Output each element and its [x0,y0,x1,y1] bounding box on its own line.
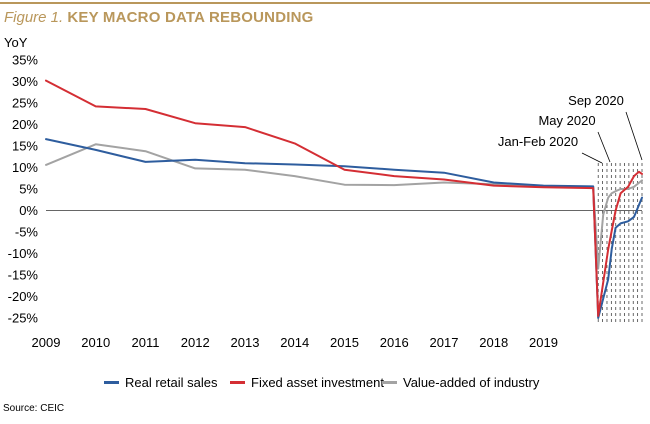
legend-swatch-investment [230,380,245,384]
y-tick-label: 10% [12,160,38,175]
x-tick-label: 2015 [330,335,359,350]
legend-item-industry: Value-added of industry [382,372,539,392]
x-tick-label: 2012 [181,335,210,350]
annotations: Sep 2020 May 2020 Jan-Feb 2020 [498,93,643,164]
figure-label: Figure 1. [4,9,64,26]
x-tick-label: 2016 [380,335,409,350]
x-tick-label: 2019 [529,335,558,350]
legend-item-investment: Fixed asset investment [230,372,384,392]
legend: Real retail sales Fixed asset investment… [0,372,650,392]
x-tick-label: 2009 [32,335,61,350]
y-tick-label: 25% [12,96,38,111]
y-tick-label: -25% [8,311,39,326]
legend-label-retail: Real retail sales [125,374,218,390]
y-tick-label: -15% [8,268,39,283]
title-rule [0,2,650,4]
y-tick-label: 20% [12,117,38,132]
annotation-leader-line [597,131,611,163]
y-tick-label: -5% [15,225,39,240]
legend-label-investment: Fixed asset investment [251,374,384,390]
series-line-retail-sales [45,138,643,319]
x-tick-label: 2017 [430,335,459,350]
y-axis-unit-label: YoY [4,35,28,50]
y-tick-label: 35% [12,53,38,68]
legend-swatch-retail [104,380,119,384]
y-axis-ticks: 35% 30% 25% 20% 15% 10% 5% 0% -5% -10% -15% -20% -25… [8,53,39,326]
legend-swatch-industry [382,380,397,384]
annotation-label: Sep 2020 [568,93,624,108]
series-line-value-added-industry [45,143,643,270]
x-tick-label: 2010 [81,335,110,350]
y-tick-label: -20% [8,289,39,304]
figure-title-text: KEY MACRO DATA REBOUNDING [67,9,314,26]
legend-label-industry: Value-added of industry [403,374,540,390]
x-tick-label: 2013 [231,335,260,350]
y-tick-label: 30% [12,74,38,89]
y-tick-label: 0% [19,203,38,218]
source-note: Source: CEIC [3,403,65,414]
x-tick-label: 2011 [132,335,160,350]
x-tick-label: 2018 [479,335,508,350]
series-lines [45,79,643,319]
series-line-fixed-asset-investment [45,79,643,317]
x-tick-label: 2014 [280,335,309,350]
y-tick-label: 15% [12,139,38,154]
x-axis-ticks: 2009 2010 2011 2012 2013 2014 2015 2016 2017 2018… [32,335,558,350]
annotation-leader-line [581,152,603,164]
y-tick-label: 5% [19,182,38,197]
y-tick-label: -10% [8,246,39,261]
monthly-marker-lines [597,163,643,324]
legend-item-retail: Real retail sales [104,372,218,392]
annotation-leader-line [625,111,643,161]
figure-title: Figure 1. KEY MACRO DATA REBOUNDING [4,9,314,26]
annotation-label: Jan-Feb 2020 [498,134,578,149]
annotation-label: May 2020 [538,113,595,128]
